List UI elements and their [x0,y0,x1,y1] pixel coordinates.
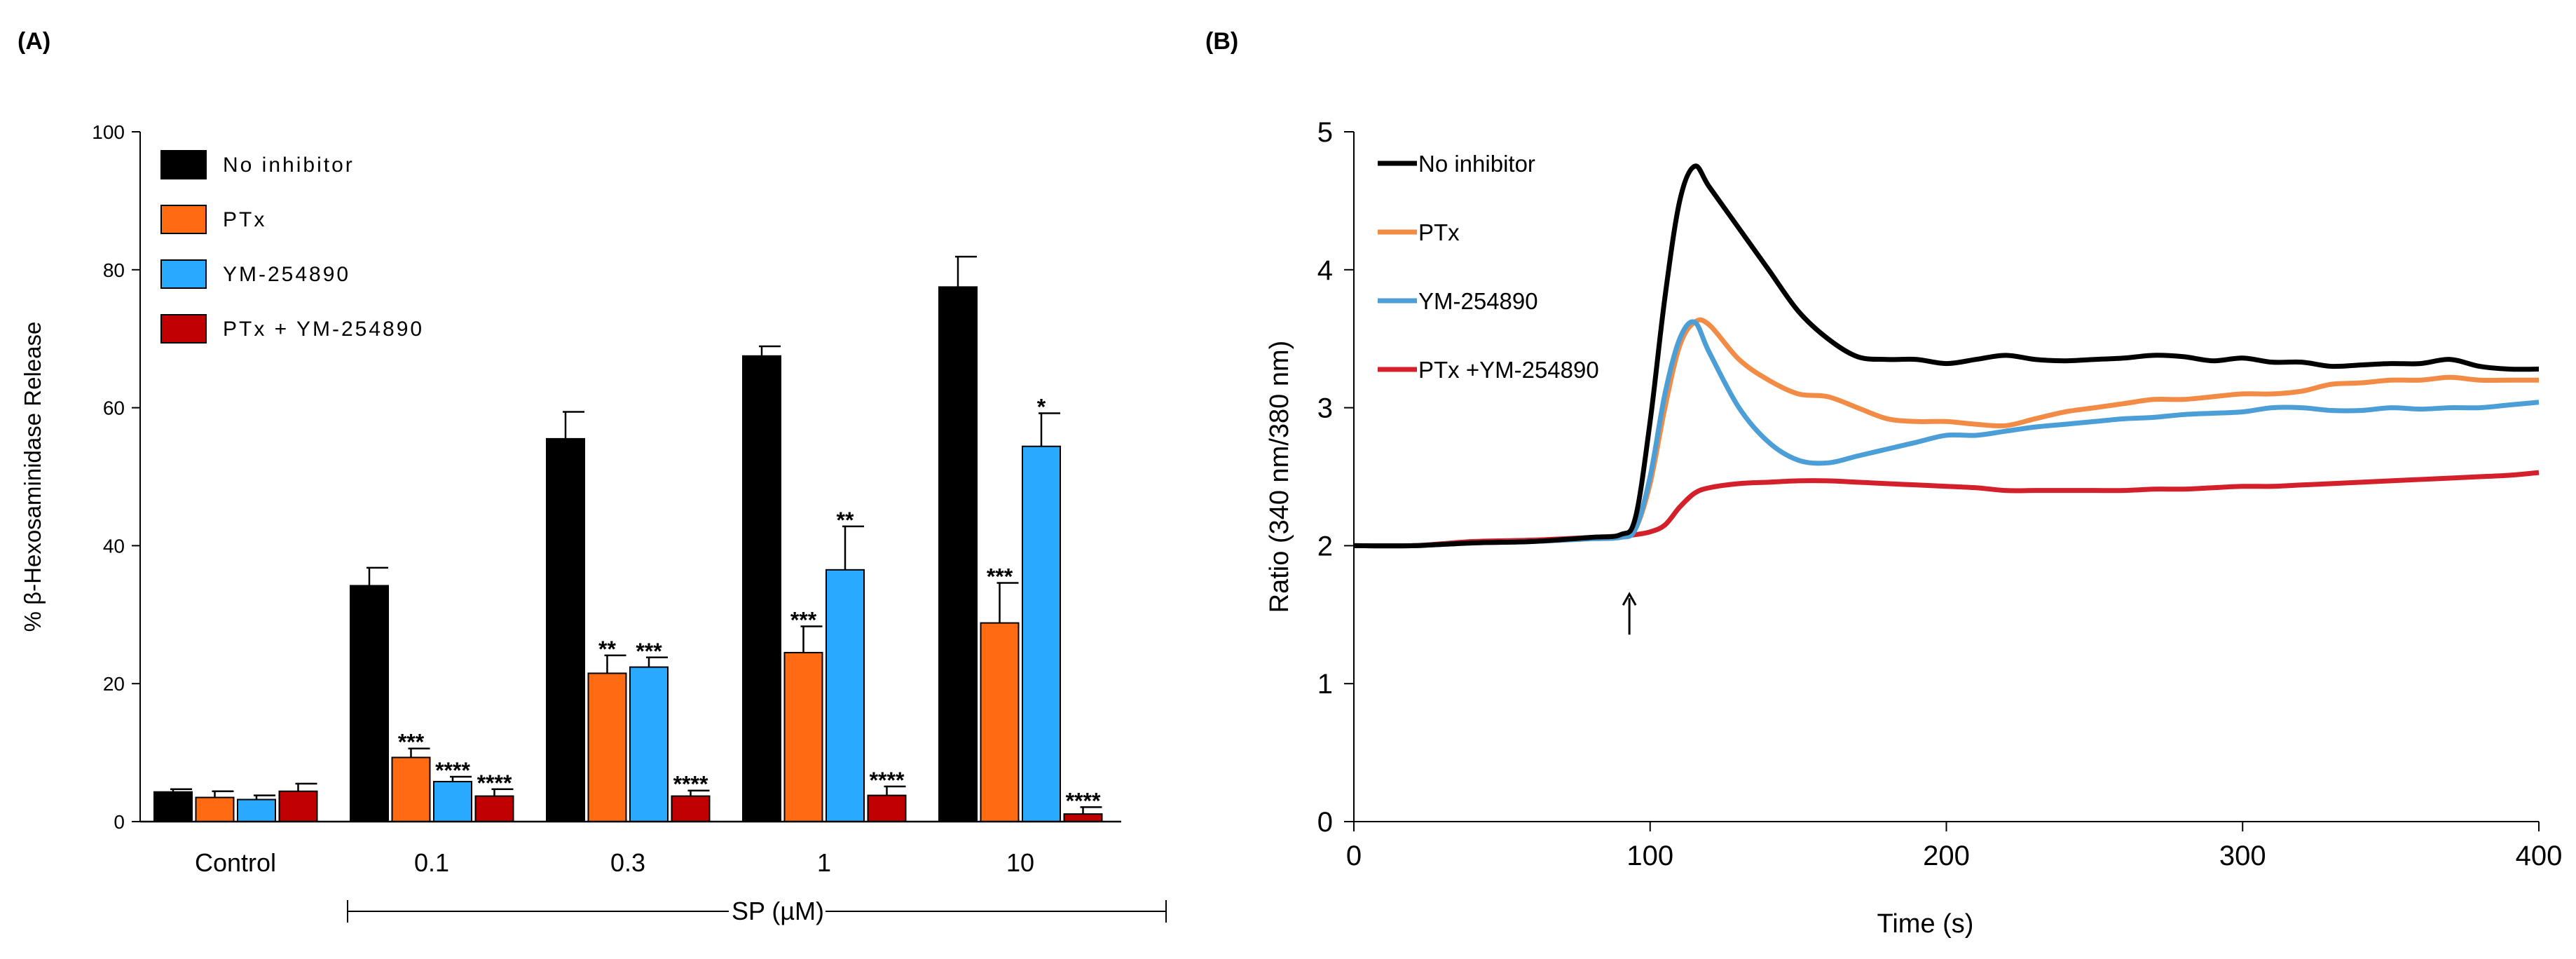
arrow-head [1622,592,1637,606]
legend-swatch [160,314,207,344]
bar-chart: 0 20 40 60 80 100 % β-Hexosaminidase Release Co… [20,121,1167,925]
legend-label: No inhibitor [1418,151,1535,177]
bar [350,585,389,822]
line-chart: 0 1 2 3 4 5 0 100 200 300 400 Time (s) Ratio (340 nm… [1265,117,2562,939]
y-tick-label: 4 [1317,255,1333,286]
bar [195,796,235,823]
bar [237,798,276,822]
bar [587,672,627,822]
x-tick-label: 300 [2219,841,2266,871]
bar [433,780,472,822]
significance-label: ** [837,508,854,533]
legend-label: YM-254890 [1418,288,1538,314]
y-axis-label: Ratio (340 nm/380 nm) [1265,341,1294,613]
y-tick-label: 3 [1317,393,1333,424]
significance-label: **** [435,758,470,783]
legend-label: PTx [223,208,266,231]
bar [1063,813,1103,823]
bar [783,651,823,822]
legend-label: PTx +YM-254890 [1418,357,1599,383]
significance-label: **** [673,772,708,797]
y-tick-label: 2 [1317,531,1333,562]
legend-label: PTx [1418,219,1460,245]
bar [391,756,431,823]
legend-label: YM-254890 [223,263,350,286]
bar [825,569,865,823]
category-label: 0.1 [414,848,449,877]
y-tick-label: 5 [1317,117,1333,148]
bar [546,437,585,822]
panel-b-label: (B) [1205,28,1238,55]
category-label: 1 [817,848,831,877]
significance-label: *** [987,564,1013,590]
x-tick-label: 100 [1626,841,1673,871]
y-tick-label: 20 [103,673,125,695]
legend-swatch [160,259,207,289]
bar [474,795,514,823]
y-tick-label: 0 [1317,807,1333,838]
bar [742,355,781,822]
y-tick-label: 40 [103,535,125,557]
legend-label: PTx + YM-254890 [223,318,424,341]
bracket-label: SP (µM) [732,897,824,925]
bar [278,790,318,822]
category-label: Control [195,848,276,877]
y-tick-label: 60 [103,397,125,419]
x-axis-label: Time (s) [1877,909,1974,939]
legend-swatch [160,150,207,179]
y-tick-label: 0 [114,811,125,833]
legend-swatch [160,205,207,234]
x-tick-label: 0 [1346,841,1362,871]
bar [867,794,907,823]
legend-label: No inhibitor [223,154,355,177]
significance-label: *** [636,639,662,664]
significance-label: **** [1066,788,1101,813]
bar [980,622,1020,822]
bar [1022,445,1061,822]
series-line [1353,319,2540,549]
x-tick-label: 200 [1923,841,1970,871]
significance-label: **** [870,768,905,793]
y-axis-label: % β-Hexosaminidase Release [20,322,46,632]
panel-a-label: (A) [18,28,50,55]
significance-label: ** [598,637,616,662]
y-tick-label: 1 [1317,669,1333,700]
y-tick-label: 100 [92,121,125,143]
significance-label: *** [398,730,425,755]
y-tick-label: 80 [103,259,125,281]
category-label: 10 [1006,848,1034,877]
bar [671,795,711,823]
x-tick-label: 400 [2516,841,2563,871]
bar [153,791,193,822]
significance-label: **** [477,770,512,796]
series-line [1353,470,2540,549]
significance-label: * [1037,394,1046,419]
significance-label: *** [790,608,817,633]
bar [938,286,978,822]
bar [629,666,669,822]
category-label: 0.3 [610,848,645,877]
series-line [1353,163,2540,549]
